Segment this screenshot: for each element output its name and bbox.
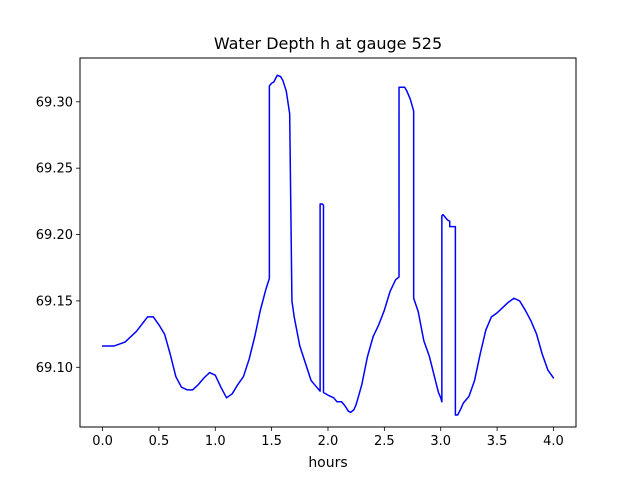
series-line-0 (101, 74, 555, 416)
x-tick-label: 1.0 (205, 434, 226, 449)
y-tick-label: 69.20 (36, 228, 73, 243)
x-tick-label: 0.0 (92, 434, 113, 449)
x-axis-label: hours (308, 455, 347, 471)
y-tick-label: 69.25 (36, 162, 73, 177)
x-tick-label: 2.5 (374, 434, 395, 449)
x-tick-label: 3.5 (487, 434, 508, 449)
x-tick-label: 2.0 (318, 434, 339, 449)
y-axis: 69.10 69.15 69.20 69.25 69.30 (36, 95, 80, 376)
x-axis: 0.0 0.5 1.0 1.5 2.0 2.5 3.0 3.5 4.0 (92, 427, 564, 449)
chart-title: Water Depth h at gauge 525 (214, 34, 442, 53)
x-tick-label: 3.0 (430, 434, 451, 449)
plot-area (80, 58, 576, 427)
y-tick-label: 69.30 (36, 95, 73, 110)
y-tick-label: 69.15 (36, 294, 73, 309)
y-tick-label: 69.10 (36, 361, 73, 376)
x-tick-label: 1.5 (261, 434, 282, 449)
series-layer (101, 74, 555, 416)
x-tick-label: 0.5 (149, 434, 170, 449)
x-tick-label: 4.0 (543, 434, 564, 449)
